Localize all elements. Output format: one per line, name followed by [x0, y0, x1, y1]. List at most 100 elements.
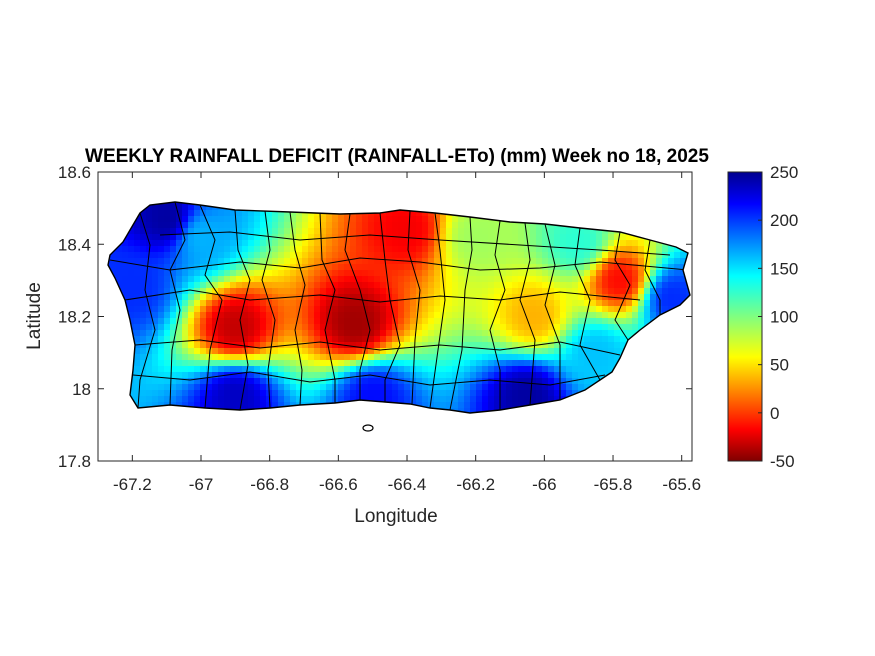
heat-cell: [320, 222, 327, 229]
heat-cell: [278, 210, 285, 217]
heat-cell: [290, 366, 297, 373]
heat-cell: [140, 342, 147, 349]
heat-cell: [116, 252, 123, 259]
heat-cell: [206, 222, 213, 229]
heat-cell: [170, 348, 177, 355]
heat-cell: [320, 378, 327, 385]
heat-cell: [260, 318, 267, 325]
heat-cell: [392, 372, 399, 379]
heat-cell: [650, 252, 657, 259]
heat-cell: [614, 348, 621, 355]
heat-cell: [620, 258, 627, 265]
heat-cell: [272, 402, 279, 409]
heat-cell: [182, 300, 189, 307]
heat-cell: [386, 234, 393, 241]
heat-cell: [182, 336, 189, 343]
heat-cell: [176, 294, 183, 301]
heat-cell: [116, 246, 123, 253]
heat-cell: [302, 366, 309, 373]
heat-cell: [218, 222, 225, 229]
heat-cell: [488, 300, 495, 307]
heat-cell: [146, 402, 153, 409]
heat-cell: [188, 396, 195, 403]
heat-cell: [170, 318, 177, 325]
heat-cell: [248, 228, 255, 235]
heat-cell: [266, 258, 273, 265]
heat-cell: [134, 384, 141, 391]
heat-cell: [284, 240, 291, 247]
heat-cell: [212, 378, 219, 385]
heat-cell: [362, 270, 369, 277]
heat-cell: [392, 294, 399, 301]
heat-cell: [518, 258, 525, 265]
heat-cell: [284, 306, 291, 313]
heat-cell: [128, 294, 135, 301]
heat-cell: [134, 294, 141, 301]
heat-cell: [440, 336, 447, 343]
heat-cell: [380, 276, 387, 283]
heat-cell: [194, 312, 201, 319]
heat-cell: [626, 294, 633, 301]
heat-cell: [194, 216, 201, 223]
heat-cell: [500, 390, 507, 397]
heat-cell: [260, 330, 267, 337]
heat-cell: [524, 354, 531, 361]
heat-cell: [254, 246, 261, 253]
heat-cell: [146, 258, 153, 265]
heat-cell: [410, 216, 417, 223]
heat-cell: [512, 270, 519, 277]
heat-cell: [614, 342, 621, 349]
heat-cell: [410, 384, 417, 391]
heat-cell: [542, 318, 549, 325]
heat-cell: [500, 252, 507, 259]
heat-cell: [362, 294, 369, 301]
heat-cell: [326, 216, 333, 223]
heat-cell: [272, 336, 279, 343]
heat-cell: [668, 288, 675, 295]
heat-cell: [326, 300, 333, 307]
heat-cell: [200, 228, 207, 235]
heat-cell: [536, 378, 543, 385]
heat-cell: [494, 294, 501, 301]
heat-cell: [356, 324, 363, 331]
heat-cell: [164, 342, 171, 349]
heat-cell: [536, 348, 543, 355]
heat-cell: [380, 342, 387, 349]
heat-cell: [650, 312, 657, 319]
heat-cell: [392, 270, 399, 277]
heat-cell: [272, 246, 279, 253]
heat-cell: [620, 240, 627, 247]
heat-cell: [536, 264, 543, 271]
heat-cell: [614, 354, 621, 361]
heat-cell: [398, 300, 405, 307]
heat-cell: [254, 270, 261, 277]
heat-cell: [332, 342, 339, 349]
heat-cell: [302, 240, 309, 247]
heat-cell: [488, 258, 495, 265]
heat-cell: [314, 258, 321, 265]
heat-cell: [530, 252, 537, 259]
heat-cell: [176, 354, 183, 361]
heat-cell: [530, 306, 537, 313]
heat-cell: [260, 366, 267, 373]
heat-cell: [386, 258, 393, 265]
heat-cell: [566, 276, 573, 283]
heat-cell: [488, 336, 495, 343]
heat-cell: [680, 252, 687, 259]
heat-cell: [368, 378, 375, 385]
heat-cell: [602, 348, 609, 355]
heat-cell: [332, 312, 339, 319]
heat-cell: [332, 294, 339, 301]
heat-cell: [434, 348, 441, 355]
heat-cell: [416, 336, 423, 343]
heat-cell: [188, 402, 195, 409]
heat-cell: [518, 234, 525, 241]
heat-cell: [488, 384, 495, 391]
heat-cell: [326, 306, 333, 313]
heat-cell: [494, 300, 501, 307]
heat-cell: [308, 300, 315, 307]
heat-cell: [470, 342, 477, 349]
heat-cell: [212, 312, 219, 319]
heat-cell: [662, 252, 669, 259]
heat-cell: [248, 294, 255, 301]
